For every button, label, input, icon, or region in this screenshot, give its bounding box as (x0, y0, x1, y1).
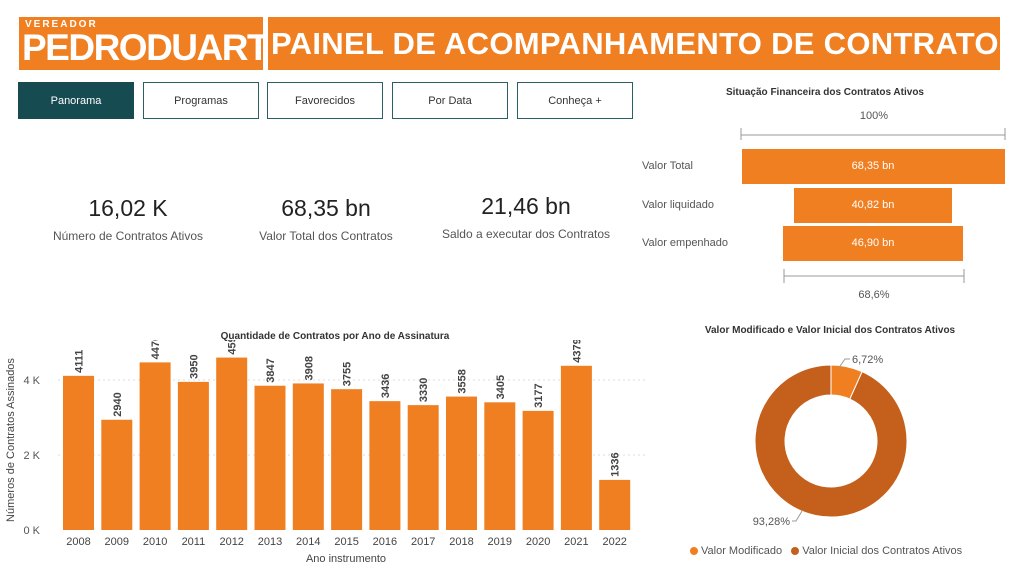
bar[interactable] (369, 401, 401, 530)
bar-data-label: 3558 (457, 369, 469, 393)
funnel-bar-total[interactable]: 68,35 bn (741, 149, 1005, 184)
donut-legend: Valor Modificado Valor Inicial dos Contr… (690, 545, 962, 557)
tab-panorama[interactable]: Panorama (18, 82, 134, 119)
donut-leader-line (792, 510, 803, 522)
bar[interactable] (63, 375, 94, 530)
x-tick-label: 2017 (411, 536, 435, 548)
x-tick-label: 2022 (602, 536, 626, 548)
bar-data-label: 3847 (265, 358, 277, 382)
bar-data-label: 4379 (571, 340, 583, 363)
bar[interactable] (522, 410, 554, 530)
funnel-label-empenhado: Valor empenhado (642, 237, 729, 249)
kpi-contratos-ativos-value: 16,02 K (88, 195, 168, 221)
tab-por-data[interactable]: Por Data (392, 82, 508, 119)
bar[interactable] (292, 383, 324, 530)
bar-data-label: 3950 (188, 354, 200, 378)
bar[interactable] (407, 405, 439, 530)
bar-data-label: 2940 (112, 392, 124, 416)
kpi-valor-total-label: Valor Total dos Contratos (259, 229, 393, 243)
bar[interactable] (599, 479, 631, 530)
donut-label-modificado: 6,72% (852, 354, 883, 366)
bar-data-label: 4111 (74, 350, 86, 373)
bar[interactable] (484, 402, 516, 530)
tab-conheca[interactable]: Conheça + (517, 82, 633, 119)
bar-data-label: 4470 (150, 340, 162, 359)
bar-data-label: 3405 (495, 375, 507, 399)
donut-chart-title: Valor Modificado e Valor Inicial dos Con… (704, 325, 956, 336)
funnel-title: Situação Financeira dos Contratos Ativos (725, 87, 924, 98)
funnel-label-liquidado: Valor liquidado (642, 199, 714, 211)
donut-leader-line (837, 358, 850, 370)
x-axis-label: Ano instrumento (306, 553, 386, 565)
bar[interactable] (560, 365, 592, 530)
tab-programas[interactable]: Programas (143, 82, 259, 119)
funnel-bottom-bracket (783, 269, 965, 283)
logo-name: PEDRODUARTE (22, 27, 293, 68)
legend-item-inicial[interactable]: Valor Inicial dos Contratos Ativos (791, 545, 962, 557)
y-axis-label: Números de Contratos Assinados (5, 358, 17, 522)
funnel-bottom-pct: 68,6% (858, 289, 890, 301)
x-tick-label: 2009 (105, 536, 129, 548)
funnel-bar-liquidado[interactable]: 40,82 bn (794, 188, 952, 223)
bar-data-label: 3177 (533, 383, 545, 407)
bar-data-label: 3436 (380, 374, 392, 398)
x-tick-label: 2014 (296, 536, 320, 548)
bar[interactable] (331, 389, 363, 530)
legend-item-modificado[interactable]: Valor Modificado (690, 545, 782, 557)
x-tick-label: 2020 (526, 536, 550, 548)
bar[interactable] (101, 419, 133, 530)
bar[interactable] (446, 396, 477, 530)
y-tick-label: 2 K (23, 450, 40, 462)
funnel-top-pct: 100% (859, 110, 889, 122)
bar-data-label: 4598 (227, 340, 239, 355)
kpi-contratos-ativos-label: Número de Contratos Ativos (52, 229, 204, 243)
bar[interactable] (254, 385, 286, 530)
donut-slice-inicial[interactable] (754, 364, 908, 518)
x-tick-label: 2008 (66, 536, 90, 548)
donut-label-inicial: 93,28% (753, 516, 791, 528)
funnel-label-total: Valor Total (642, 160, 693, 172)
x-tick-label: 2012 (219, 536, 243, 548)
bar[interactable] (216, 357, 248, 530)
legend-dot-icon (690, 547, 698, 556)
bar-data-label: 3755 (342, 362, 354, 386)
bar-data-label: 3330 (418, 378, 430, 402)
y-tick-label: 4 K (23, 375, 40, 387)
y-tick-label: 0 K (23, 525, 40, 537)
x-tick-label: 2011 (182, 536, 206, 548)
bar-data-label: 1336 (610, 452, 622, 476)
x-tick-label: 2018 (449, 536, 473, 548)
bar[interactable] (139, 362, 171, 530)
funnel-bar-empenhado[interactable]: 46,90 bn (782, 226, 964, 261)
logo: VEREADOR PEDRODUARTE (19, 17, 293, 70)
x-tick-label: 2019 (488, 536, 512, 548)
donut-chart: 6,72% 93,28% (753, 354, 908, 528)
bar-chart: 0 K 2 K 4 K Números de Contratos Assinados A… (5, 340, 648, 565)
page-title: PAINEL DE ACOMPANHAMENTO DE CONTRATOS (268, 17, 1000, 70)
x-tick-label: 2016 (373, 536, 397, 548)
x-tick-label: 2010 (143, 536, 167, 548)
logo-subtitle: VEREADOR (25, 19, 98, 30)
x-tick-label: 2015 (334, 536, 358, 548)
bar-data-label: 3908 (303, 356, 315, 380)
kpi-saldo-label: Saldo a executar dos Contratos (441, 227, 611, 241)
bar-chart-title: Quantidade de Contratos por Ano de Assin… (220, 331, 450, 342)
bar[interactable] (177, 381, 209, 530)
kpi-saldo-value: 21,46 bn (481, 193, 571, 219)
kpi-valor-total-value: 68,35 bn (281, 195, 371, 221)
x-tick-label: 2013 (258, 536, 282, 548)
x-tick-label: 2021 (564, 536, 588, 548)
legend-dot-icon (791, 547, 800, 556)
tab-favorecidos[interactable]: Favorecidos (267, 82, 383, 119)
funnel-top-bracket (740, 128, 1006, 140)
